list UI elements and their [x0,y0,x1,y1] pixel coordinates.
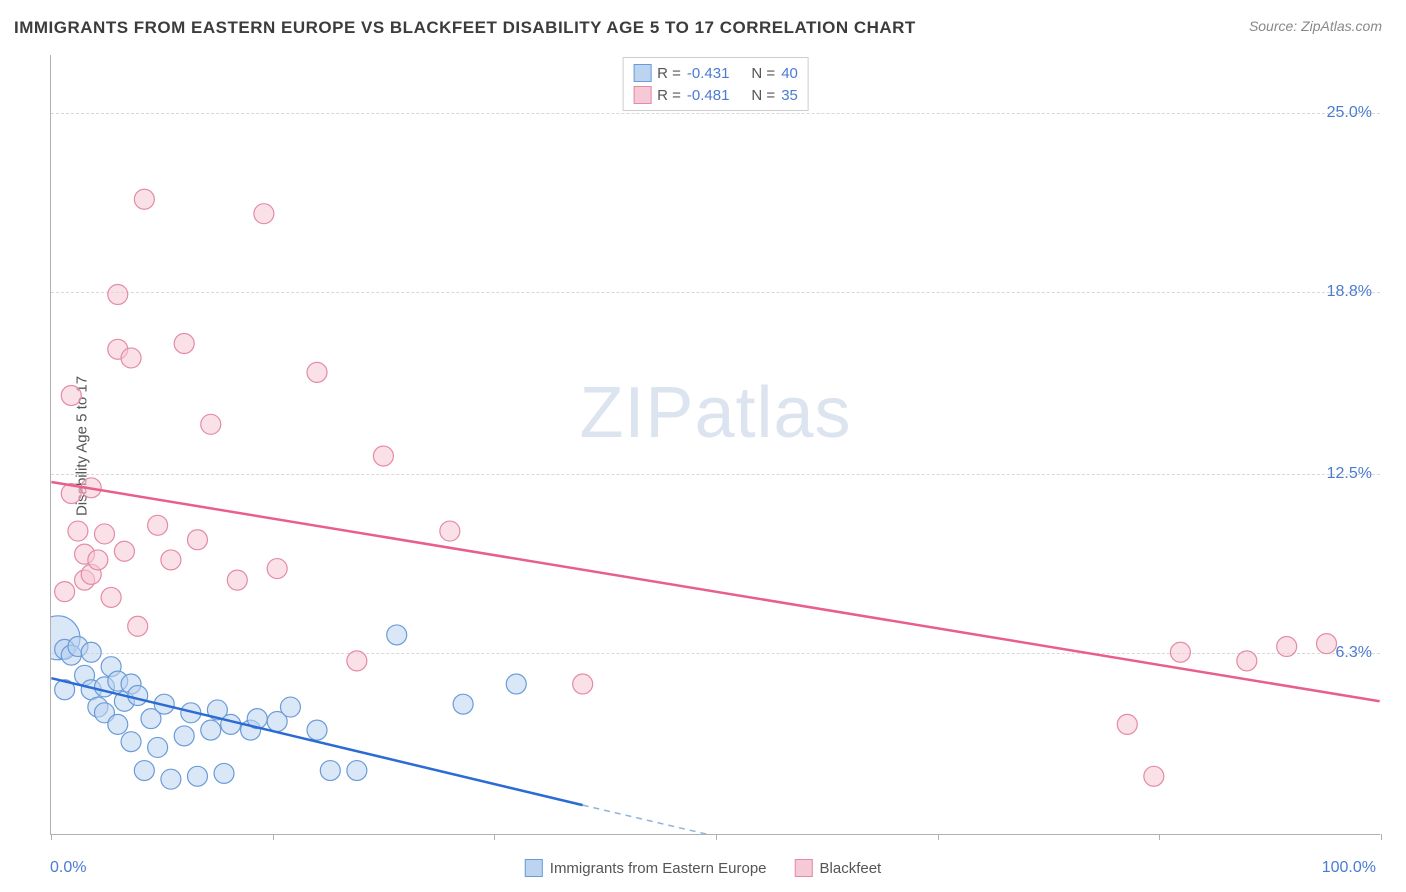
data-point [161,550,181,570]
data-point [280,697,300,717]
data-point [61,385,81,405]
data-point [88,550,108,570]
data-point [81,642,101,662]
legend-item-blue: Immigrants from Eastern Europe [525,859,767,877]
source-label: Source: ZipAtlas.com [1249,18,1382,34]
data-point [307,362,327,382]
data-point [161,769,181,789]
data-point [214,763,234,783]
x-tick [716,834,717,840]
data-point [121,348,141,368]
legend-label-blue: Immigrants from Eastern Europe [550,860,767,877]
legend-label-pink: Blackfeet [820,860,882,877]
legend-swatch-blue [525,859,543,877]
n-value-pink: 35 [781,87,798,104]
trend-line [51,482,1379,701]
data-point [134,761,154,781]
legend-swatch-pink [795,859,813,877]
data-point [227,570,247,590]
n-value-blue: 40 [781,65,798,82]
data-point [1237,651,1257,671]
data-point [187,530,207,550]
data-point [387,625,407,645]
data-point [573,674,593,694]
x-tick [938,834,939,840]
data-point [55,582,75,602]
r-label: R = [657,87,681,104]
plot-area: ZIPatlas R = -0.431 N = 40 R = -0.481 N … [50,55,1380,835]
r-value-pink: -0.481 [687,87,730,104]
chart-svg [51,55,1380,834]
trend-line [583,805,928,834]
data-point [1317,634,1337,654]
data-point [128,616,148,636]
x-tick [1381,834,1382,840]
data-point [114,541,134,561]
x-tick [1159,834,1160,840]
n-label: N = [751,65,775,82]
data-point [1117,714,1137,734]
data-point [1170,642,1190,662]
data-point [307,720,327,740]
data-point [94,524,114,544]
n-label: N = [751,87,775,104]
data-point [201,720,221,740]
data-point [174,726,194,746]
data-point [148,737,168,757]
data-point [128,686,148,706]
data-point [320,761,340,781]
x-axis-max-label: 100.0% [1322,859,1376,877]
data-point [254,204,274,224]
data-point [68,521,88,541]
chart-title: IMMIGRANTS FROM EASTERN EUROPE VS BLACKF… [14,18,916,38]
data-point [108,714,128,734]
data-point [121,732,141,752]
data-point [347,651,367,671]
data-point [373,446,393,466]
legend-row-pink: R = -0.481 N = 35 [633,84,798,106]
data-point [506,674,526,694]
data-point [453,694,473,714]
legend-swatch-blue [633,64,651,82]
data-point [440,521,460,541]
data-point [267,559,287,579]
data-point [174,334,194,354]
legend-item-pink: Blackfeet [795,859,882,877]
r-value-blue: -0.431 [687,65,730,82]
data-point [108,284,128,304]
x-tick [51,834,52,840]
r-label: R = [657,65,681,82]
data-point [134,189,154,209]
legend-swatch-pink [633,86,651,104]
data-point [187,766,207,786]
data-point [1144,766,1164,786]
x-tick [494,834,495,840]
x-axis-min-label: 0.0% [50,859,86,877]
data-point [1277,636,1297,656]
data-point [201,414,221,434]
legend-correlation: R = -0.431 N = 40 R = -0.481 N = 35 [622,57,809,111]
x-tick [273,834,274,840]
data-point [148,515,168,535]
data-point [347,761,367,781]
data-point [101,587,121,607]
legend-row-blue: R = -0.431 N = 40 [633,62,798,84]
data-point [221,714,241,734]
legend-series: Immigrants from Eastern Europe Blackfeet [525,859,881,877]
